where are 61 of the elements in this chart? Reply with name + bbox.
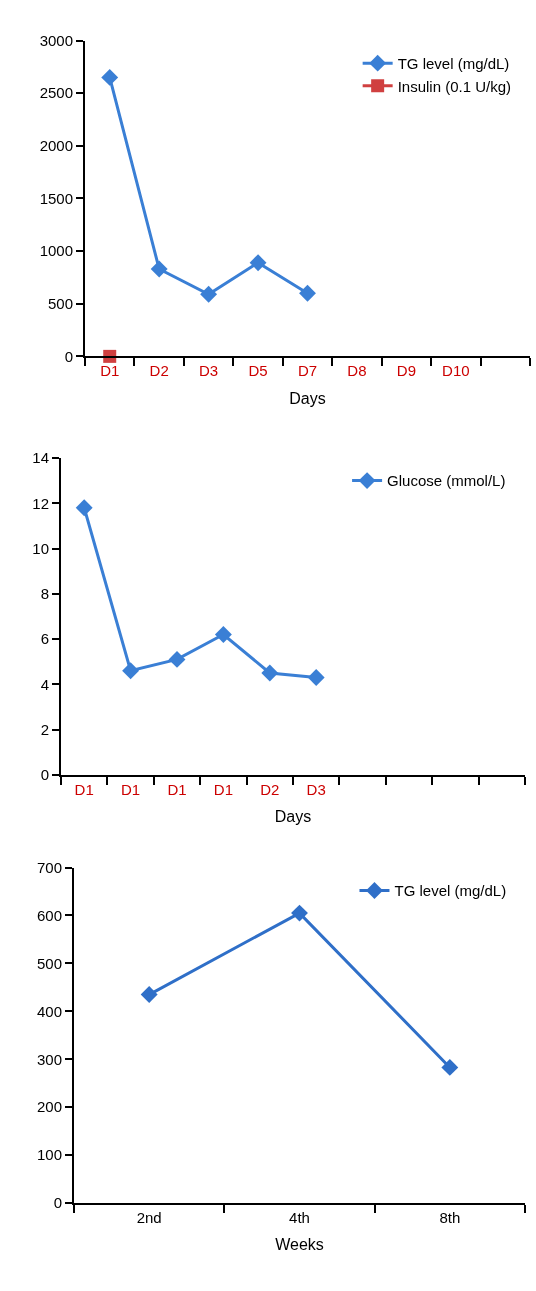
point bbox=[249, 254, 267, 272]
x-tick-label: D1 bbox=[167, 780, 187, 798]
x-tick-label: D3 bbox=[306, 780, 326, 798]
y-tick-label: 0 bbox=[64, 347, 73, 365]
point bbox=[200, 285, 218, 303]
x-tick-label: D9 bbox=[396, 362, 416, 380]
legend-label: TG level (mg/dL) bbox=[394, 882, 507, 900]
y-tick-label: 300 bbox=[36, 1050, 62, 1068]
y-tick-label: 200 bbox=[36, 1098, 62, 1116]
point bbox=[75, 499, 93, 517]
x-tick-label: D8 bbox=[347, 362, 367, 380]
y-tick-label: 2 bbox=[40, 720, 49, 738]
x-tick-label: D5 bbox=[248, 362, 268, 380]
x-axis-title: Days bbox=[274, 807, 312, 825]
y-tick-label: 6 bbox=[40, 630, 49, 648]
x-tick-label: D1 bbox=[100, 362, 120, 380]
y-tick-label: 0 bbox=[53, 1194, 62, 1212]
x-tick-label: D1 bbox=[213, 780, 233, 798]
point bbox=[441, 1058, 459, 1076]
y-tick-label: 0 bbox=[40, 766, 49, 784]
y-tick-label: 700 bbox=[36, 858, 62, 876]
point bbox=[214, 626, 232, 643]
y-tick-label: 100 bbox=[36, 1146, 62, 1164]
point bbox=[291, 904, 308, 922]
y-tick-label: 4 bbox=[40, 675, 49, 693]
x-tick-label: 8th bbox=[439, 1209, 461, 1227]
y-tick-label: 10 bbox=[32, 539, 49, 557]
y-tick-label: 8 bbox=[40, 585, 49, 603]
legend-label: Glucose (mmol/L) bbox=[387, 472, 506, 490]
x-tick-label: D2 bbox=[149, 362, 169, 380]
y-tick-label: 500 bbox=[47, 294, 73, 312]
x-axis-title: Weeks bbox=[275, 1236, 324, 1254]
x-tick-label: D1 bbox=[121, 780, 141, 798]
legend-label: TG level (mg/dL) bbox=[397, 54, 510, 72]
x-tick-label: D3 bbox=[199, 362, 219, 380]
point bbox=[307, 669, 325, 686]
point bbox=[140, 986, 158, 1004]
legend-label: Insulin (0.1 U/kg) bbox=[397, 77, 512, 95]
point bbox=[261, 664, 279, 682]
y-tick-label: 2500 bbox=[39, 84, 73, 102]
point bbox=[150, 260, 168, 278]
x-tick-label: D7 bbox=[297, 362, 318, 380]
point bbox=[168, 650, 186, 668]
y-tick-label: 1500 bbox=[39, 189, 73, 207]
point bbox=[299, 284, 316, 302]
y-tick-label: 500 bbox=[36, 954, 62, 972]
y-tick-label: 600 bbox=[36, 906, 62, 924]
y-tick-label: 1000 bbox=[39, 242, 73, 260]
x-tick-label: 4th bbox=[289, 1209, 310, 1227]
x-tick-label: D1 bbox=[74, 780, 94, 798]
y-tick-label: 14 bbox=[32, 449, 49, 467]
point bbox=[122, 662, 140, 680]
x-tick-label: D2 bbox=[260, 780, 280, 798]
x-axis-title: Days bbox=[289, 389, 326, 407]
y-tick-label: 2000 bbox=[39, 137, 73, 155]
x-tick-label: D10 bbox=[442, 362, 470, 380]
x-tick-label: 2nd bbox=[136, 1209, 162, 1227]
y-tick-label: 3000 bbox=[39, 31, 73, 49]
y-tick-label: 12 bbox=[32, 494, 49, 512]
y-tick-label: 400 bbox=[36, 1002, 62, 1020]
point bbox=[101, 68, 119, 86]
